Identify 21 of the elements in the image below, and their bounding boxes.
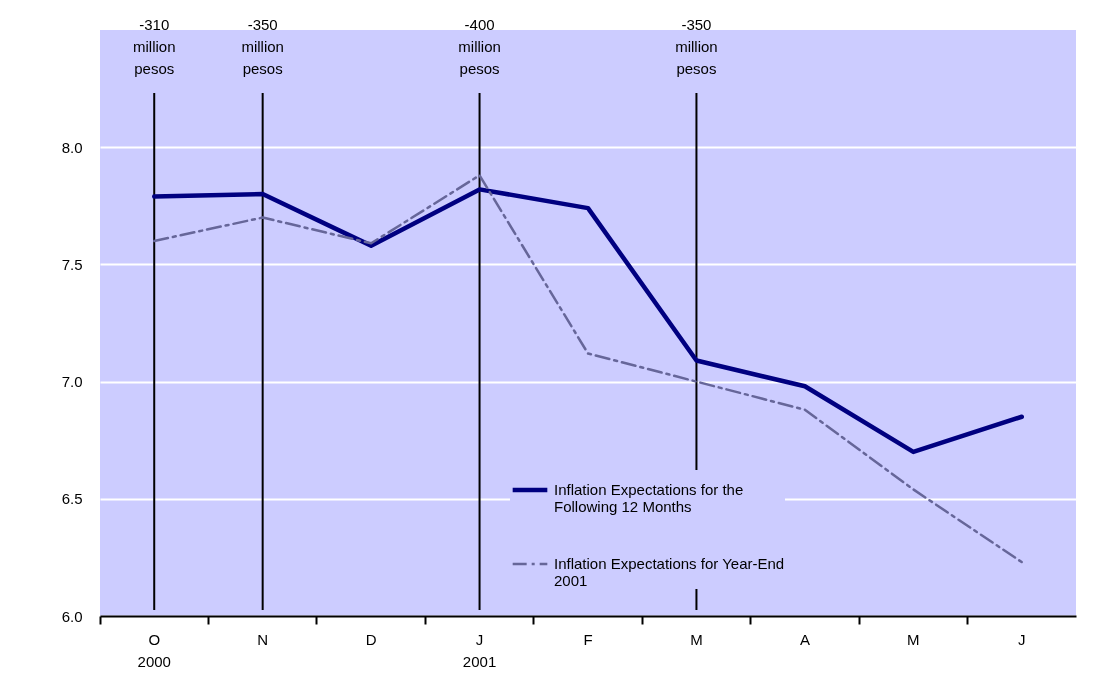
y-tick-label: 6.5 xyxy=(61,490,83,508)
y-tick-label: 6.0 xyxy=(61,607,83,625)
x-tick-label: F xyxy=(583,630,593,648)
x-tick-label: M xyxy=(690,630,703,648)
y-tick-label: 7.5 xyxy=(61,255,83,273)
ref-line-label: -310 million pesos xyxy=(132,16,176,77)
x-tick-label: D xyxy=(365,630,377,648)
x-tick-label: N xyxy=(257,630,269,648)
legend-label: Inflation Expectations for Year-End 2001 xyxy=(554,555,785,589)
x-tick-label: J 2001 xyxy=(462,630,497,670)
ref-line-label: -400 million pesos xyxy=(458,16,501,77)
ref-line-label: -350 million pesos xyxy=(241,16,284,77)
line-series xyxy=(151,187,1025,455)
y-tick-label: 8.0 xyxy=(61,138,83,156)
ref-line-label: -350 million pesos xyxy=(675,16,718,77)
x-tick-label: A xyxy=(799,630,810,648)
legend-label: Inflation Expectations for the Following 12 Months xyxy=(554,481,744,515)
x-tick-label: J xyxy=(1018,630,1026,648)
x-tick-label: M xyxy=(907,630,920,648)
x-tick-label: O 2000 xyxy=(137,630,171,670)
y-tick-label: 7.0 xyxy=(61,373,83,391)
